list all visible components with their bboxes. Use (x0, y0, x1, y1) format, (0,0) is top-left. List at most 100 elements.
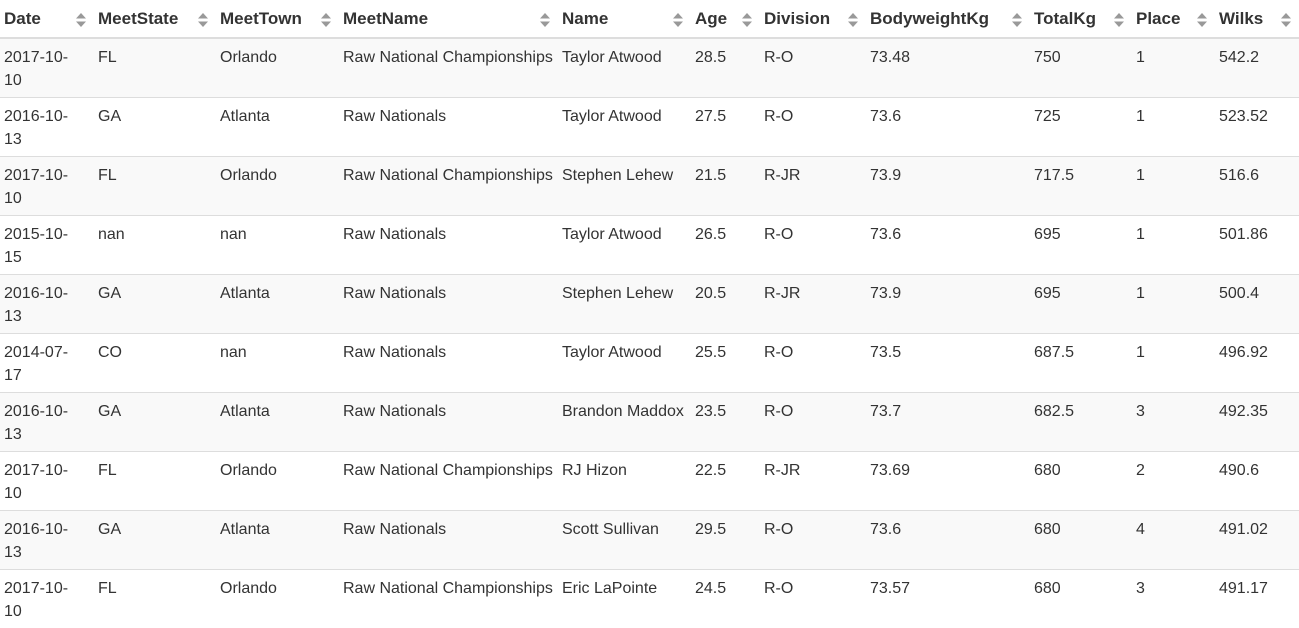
cell-place: 4 (1136, 520, 1145, 538)
cell-age: 25.5 (695, 343, 727, 361)
cell-meet-town: Orlando (220, 166, 277, 184)
cell-meet-name: Raw Nationals (343, 402, 447, 420)
column-header-label: Date (4, 8, 41, 28)
cell-total: 687.5 (1034, 343, 1075, 361)
cell-meet-town: Atlanta (220, 520, 270, 538)
cell-division: R-O (764, 107, 794, 125)
cell-bodyweight: 73.6 (870, 225, 902, 243)
cell-meet-state: GA (98, 520, 122, 538)
cell-age: 21.5 (695, 166, 727, 184)
cell-meet-name: Raw National Championships (343, 579, 553, 597)
column-header-date[interactable]: Date (0, 0, 94, 38)
sort-both-icon[interactable] (848, 12, 858, 27)
cell-meet-town: nan (220, 343, 247, 361)
cell-date: 2016-10-13 (4, 107, 69, 148)
cell-bodyweight: 73.6 (870, 107, 902, 125)
column-header-label: Name (562, 8, 609, 28)
table-row: 2016-10-13 GA Atlanta Raw Nationals Brandon … (0, 392, 1299, 451)
column-header-total[interactable]: TotalKg (1030, 0, 1132, 38)
cell-bodyweight: 73.69 (870, 461, 911, 479)
cell-meet-name: Raw Nationals (343, 343, 447, 361)
cell-wilks: 491.17 (1219, 579, 1268, 597)
cell-meet-town: Atlanta (220, 402, 270, 420)
cell-division: R-O (764, 343, 794, 361)
cell-age: 27.5 (695, 107, 727, 125)
cell-wilks: 516.6 (1219, 166, 1260, 184)
cell-meet-state: GA (98, 284, 122, 302)
cell-division: R-O (764, 225, 794, 243)
sort-both-icon[interactable] (540, 12, 550, 27)
cell-total: 680 (1034, 579, 1061, 597)
column-header-meet-name[interactable]: MeetName (339, 0, 558, 38)
cell-bodyweight: 73.7 (870, 402, 902, 420)
column-header-bodyweight[interactable]: BodyweightKg (866, 0, 1030, 38)
cell-meet-town: Orlando (220, 49, 277, 66)
sort-both-icon[interactable] (1012, 12, 1022, 27)
column-header-place[interactable]: Place (1132, 0, 1215, 38)
cell-wilks: 496.92 (1219, 343, 1268, 361)
table-row: 2016-10-13 GA Atlanta Raw Nationals Stephen … (0, 274, 1299, 333)
column-header-wilks[interactable]: Wilks (1215, 0, 1299, 38)
cell-meet-state: GA (98, 107, 122, 125)
cell-date: 2016-10-13 (4, 402, 69, 443)
sort-both-icon[interactable] (321, 12, 331, 27)
column-header-label: MeetName (343, 8, 429, 28)
cell-place: 1 (1136, 107, 1145, 125)
sort-both-icon[interactable] (1114, 12, 1124, 27)
cell-meet-state: CO (98, 343, 122, 361)
cell-total: 695 (1034, 284, 1061, 302)
column-header-label: Age (695, 8, 728, 28)
cell-bodyweight: 73.57 (870, 579, 911, 597)
cell-meet-name: Raw National Championships (343, 166, 553, 184)
cell-division: R-JR (764, 284, 801, 302)
cell-bodyweight: 73.9 (870, 284, 902, 302)
column-header-meet-town[interactable]: MeetTown (216, 0, 339, 38)
cell-name: Stephen Lehew (562, 284, 674, 302)
sort-both-icon[interactable] (1197, 12, 1207, 27)
cell-total: 725 (1034, 107, 1061, 125)
cell-division: R-O (764, 402, 794, 420)
cell-age: 23.5 (695, 402, 727, 420)
cell-name: Stephen Lehew (562, 166, 674, 184)
column-header-name[interactable]: Name (558, 0, 691, 38)
cell-age: 28.5 (695, 49, 727, 66)
cell-name: Eric LaPointe (562, 579, 658, 597)
sort-both-icon[interactable] (1281, 12, 1291, 27)
table-row: 2015-10-15 nan nan Raw Nationals Taylor Atwo… (0, 215, 1299, 274)
sort-both-icon[interactable] (742, 12, 752, 27)
column-header-label: Wilks (1219, 8, 1264, 28)
cell-meet-name: Raw Nationals (343, 284, 447, 302)
cell-total: 682.5 (1034, 402, 1075, 420)
column-header-meet-state[interactable]: MeetState (94, 0, 216, 38)
cell-date: 2016-10-13 (4, 520, 69, 561)
cell-name: Taylor Atwood (562, 107, 662, 125)
cell-name: Scott Sullivan (562, 520, 659, 538)
cell-meet-state: FL (98, 461, 117, 479)
column-header-label: MeetTown (220, 8, 302, 28)
cell-division: R-JR (764, 166, 801, 184)
cell-date: 2017-10-10 (4, 461, 69, 502)
cell-division: R-O (764, 579, 794, 597)
sort-both-icon[interactable] (76, 12, 86, 27)
column-header-label: MeetState (98, 8, 179, 28)
cell-total: 680 (1034, 461, 1061, 479)
cell-wilks: 523.52 (1219, 107, 1268, 125)
cell-wilks: 501.86 (1219, 225, 1268, 243)
cell-total: 695 (1034, 225, 1061, 243)
cell-place: 1 (1136, 284, 1145, 302)
cell-meet-name: Raw National Championships (343, 461, 553, 479)
cell-date: 2017-10-10 (4, 49, 69, 89)
cell-place: 3 (1136, 579, 1145, 597)
column-header-division[interactable]: Division (760, 0, 866, 38)
cell-meet-town: nan (220, 225, 247, 243)
cell-wilks: 490.6 (1219, 461, 1260, 479)
sort-both-icon[interactable] (198, 12, 208, 27)
cell-meet-name: Raw National Championships (343, 49, 553, 66)
column-header-age[interactable]: Age (691, 0, 760, 38)
sort-both-icon[interactable] (673, 12, 683, 27)
cell-wilks: 492.35 (1219, 402, 1268, 420)
cell-total: 680 (1034, 520, 1061, 538)
cell-meet-state: FL (98, 49, 117, 66)
cell-place: 1 (1136, 49, 1145, 66)
